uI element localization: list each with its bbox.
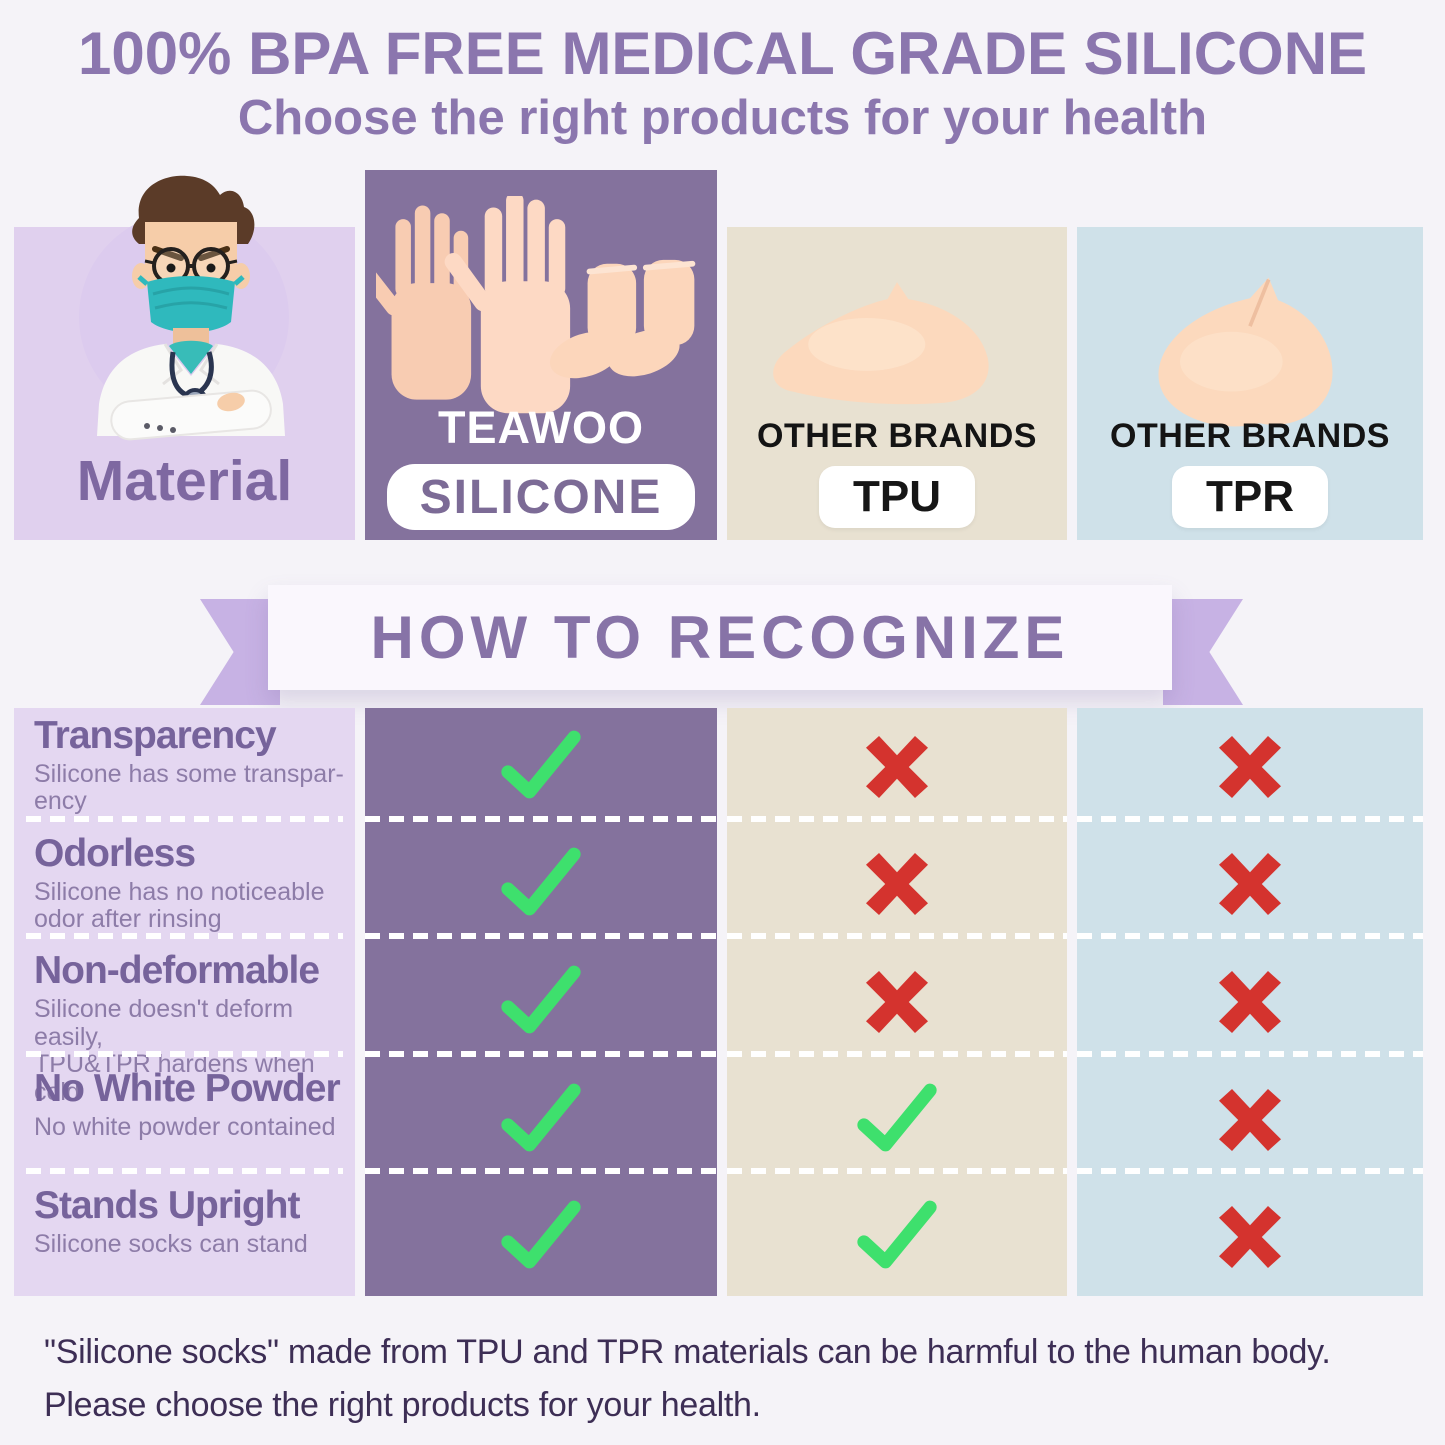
material-badge-row-tpr: TPR: [1077, 466, 1423, 528]
row-divider: [1077, 1050, 1423, 1057]
material-column-tpr: OTHER BRANDS TPR: [1077, 227, 1423, 540]
row-divider: [365, 1168, 717, 1175]
cross-icon: [1219, 735, 1281, 798]
feature-cell-no-white-powder: No White Powder No white powder containe…: [14, 1061, 355, 1179]
mark-cell: [727, 708, 1067, 826]
mark-cell: [727, 943, 1067, 1061]
tpr-foot-sleeve-illustration: [1158, 277, 1333, 427]
header-titles: 100% BPA FREE MEDICAL GRADE SILICONE Cho…: [0, 22, 1445, 146]
row-divider: [26, 933, 343, 940]
row-divider: [1077, 815, 1423, 822]
check-icon: [501, 965, 581, 1034]
brand-name-tpu: OTHER BRANDS: [757, 417, 1037, 455]
mark-cell: [365, 1061, 717, 1179]
doctor-avatar: [69, 170, 299, 470]
material-badge-tpr: TPR: [1172, 466, 1328, 528]
feature-description: Silicone socks can stand: [34, 1230, 308, 1259]
mark-cell: [1077, 943, 1423, 1061]
row-divider: [727, 1050, 1067, 1057]
feature-cell-stands-upright: Stands Upright Silicone socks can stand: [14, 1178, 355, 1296]
mark-cell: [1077, 1178, 1423, 1296]
material-badge-row-tpu: TPU: [727, 466, 1067, 528]
check-icon: [857, 1083, 937, 1151]
footer-note: "Silicone socks" made from TPU and TPR m…: [44, 1333, 1331, 1424]
brand-name-teawoo: TEAWOO: [438, 402, 644, 453]
mark-cell: [727, 826, 1067, 944]
material-badge-tpu: TPU: [819, 466, 975, 528]
row-divider: [365, 815, 717, 822]
mark-cell: [365, 708, 717, 826]
row-divider: [26, 815, 343, 822]
material-badge-silicone: SILICONE: [387, 464, 695, 530]
feature-cell-odorless: Odorless Silicone has no noticeable odor…: [14, 826, 355, 944]
row-divider: [365, 933, 717, 940]
comparison-table: Transparency Silicone has some transpar-…: [14, 708, 1423, 1296]
mark-cell: [365, 943, 717, 1061]
feature-title: No White Powder: [34, 1066, 341, 1110]
tpu-marks-column: [727, 708, 1067, 1296]
row-divider: [1077, 1168, 1423, 1175]
feature-title: Odorless: [34, 831, 196, 875]
check-icon: [857, 1200, 937, 1269]
row-divider: [365, 1050, 717, 1057]
cross-icon: [1219, 970, 1281, 1033]
brand-name-tpr: OTHER BRANDS: [1110, 417, 1390, 455]
ribbon-tail-right: [1163, 599, 1243, 705]
mark-cell: [365, 1178, 717, 1296]
material-column-tpu: OTHER BRANDS TPU: [727, 227, 1067, 540]
row-divider: [26, 1050, 343, 1057]
mark-cell: [727, 1061, 1067, 1179]
mark-cell: [1077, 708, 1423, 826]
doctor-illustration: [97, 175, 285, 441]
material-row-label: Material: [76, 449, 293, 513]
mark-cell: [1077, 826, 1423, 944]
mark-cell: [727, 1178, 1067, 1296]
feature-description: No white powder contained: [34, 1112, 336, 1141]
row-divider: [727, 815, 1067, 822]
row-divider: [727, 933, 1067, 940]
tpu-shoe-cover-illustration: [773, 282, 989, 405]
feature-description: Silicone has some transpar- ency: [34, 759, 344, 816]
page-subtitle: Choose the right products for your healt…: [237, 91, 1208, 145]
cross-icon: [866, 735, 928, 798]
cross-icon: [1219, 1206, 1281, 1269]
materials-section: Material: [14, 170, 1423, 540]
mark-cell: [1077, 1061, 1423, 1179]
cross-icon: [866, 970, 928, 1033]
row-divider: [26, 1168, 343, 1175]
feature-title: Transparency: [34, 714, 277, 757]
tpr-marks-column: [1077, 708, 1423, 1296]
feature-column: Transparency Silicone has some transpar-…: [14, 708, 355, 1296]
feature-description: Silicone has no noticeable odor after ri…: [34, 877, 325, 934]
cross-icon: [1219, 1088, 1281, 1151]
feature-cell-transparency: Transparency Silicone has some transpar-…: [14, 708, 355, 826]
feature-cell-non-deformable: Non-deformable Silicone doesn't deform e…: [14, 943, 355, 1105]
cross-icon: [866, 853, 928, 916]
feature-title: Stands Upright: [34, 1184, 301, 1228]
row-divider: [1077, 933, 1423, 940]
banner-ribbon: HOW TO RECOGNIZE: [268, 585, 1172, 690]
row-divider: [727, 1168, 1067, 1175]
silicone-gloves-and-socks-illustration: [376, 196, 696, 414]
mark-cell: [365, 826, 717, 944]
teawoo-marks-column: [365, 708, 717, 1296]
banner-title: HOW TO RECOGNIZE: [370, 604, 1070, 671]
feature-title: Non-deformable: [34, 949, 320, 993]
material-column-teawoo: TEAWOO SILICONE: [365, 170, 717, 540]
check-icon: [501, 848, 581, 916]
check-icon: [501, 730, 581, 799]
material-row-label-column: Material: [14, 175, 355, 540]
page-title: 100% BPA FREE MEDICAL GRADE SILICONE: [77, 20, 1368, 87]
check-icon: [501, 1083, 581, 1151]
cross-icon: [1219, 853, 1281, 916]
check-icon: [501, 1200, 581, 1269]
